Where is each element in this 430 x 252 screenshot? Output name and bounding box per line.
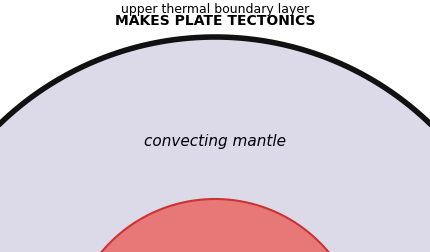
Text: MAKES PLATE TECTONICS: MAKES PLATE TECTONICS — [115, 14, 315, 28]
Text: upper thermal boundary layer: upper thermal boundary layer — [121, 3, 309, 16]
Text: convecting mantle: convecting mantle — [144, 134, 286, 149]
Polygon shape — [0, 38, 430, 252]
Polygon shape — [78, 199, 352, 252]
